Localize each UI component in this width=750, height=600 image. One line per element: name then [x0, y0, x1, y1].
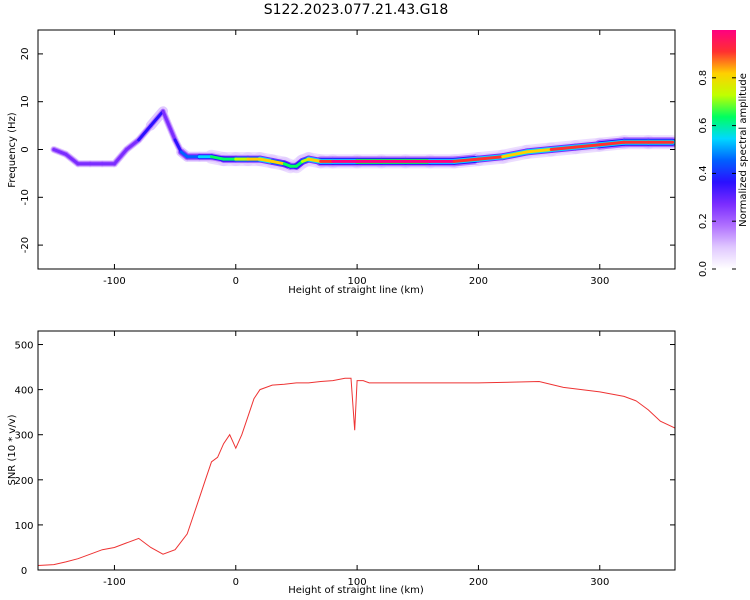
x-tick-label: 100: [348, 577, 367, 588]
ridge-segment: [125, 138, 141, 151]
chart-title: S122.2023.077.21.43.G18: [264, 2, 449, 18]
spectrogram-x-axis-label: Height of straight line (km): [288, 285, 424, 296]
x-tick-label: -100: [103, 276, 126, 287]
y-tick-label: 100: [14, 521, 33, 532]
ridge-segment: [161, 109, 177, 142]
ridge-segment: [137, 124, 153, 142]
y-tick-label: 0: [20, 146, 31, 152]
ridge-segment: [173, 138, 183, 154]
colorbar-tick-label: 0.6: [698, 118, 709, 134]
snr-frame: [37, 330, 676, 571]
x-tick-label: 200: [469, 577, 488, 588]
snr-series-line: [38, 377, 675, 566]
ridge-segment: [525, 148, 553, 154]
colorbar-tick-label: 0.2: [698, 213, 709, 229]
x-tick-label: 100: [348, 276, 367, 287]
spectrogram-y-axis-label: Frequency (Hz): [7, 112, 18, 188]
x-tick-label: 300: [590, 276, 609, 287]
colorbar-tick-label: 0.0: [698, 261, 709, 277]
colorbar-label: Normalized spectral amplitude: [738, 73, 749, 227]
y-tick-label: 200: [14, 476, 33, 487]
ridge-segment: [258, 157, 274, 163]
colorbar: 0.0 0.2 0.4 0.6 0.8 Normalized spectral ampl…: [698, 30, 749, 277]
ridge-segment: [574, 143, 602, 149]
ridge-segment: [307, 157, 323, 163]
colorbar-ticks: 0.0 0.2 0.4 0.6 0.8: [698, 70, 736, 277]
snr-ticks: -100 0 100 200 300 0 100 200 300 400 500: [14, 331, 675, 588]
x-tick-label: 0: [233, 577, 239, 588]
ridge-segment: [270, 159, 286, 166]
x-tick-label: -100: [103, 577, 126, 588]
ridge-segment: [210, 155, 226, 161]
x-tick-label: 0: [233, 276, 239, 287]
y-tick-label: 300: [14, 431, 33, 442]
ridge-segment: [476, 155, 505, 161]
y-tick-label: 20: [20, 48, 31, 61]
ridge-segment: [598, 140, 626, 147]
y-tick-label: -10: [20, 189, 31, 205]
snr-x-axis-label: Height of straight line (km): [288, 585, 424, 596]
snr-panel: -100 0 100 200 300 0 100 200 300 400 500 Height of…: [7, 330, 676, 596]
ridge-segment: [501, 150, 529, 159]
ridge-segment: [549, 145, 577, 151]
ridge-segment: [64, 152, 80, 166]
y-tick-label: 10: [20, 95, 31, 108]
ridge-segment: [149, 109, 165, 128]
y-tick-label: 0: [21, 566, 27, 577]
ridge-segment: [452, 157, 480, 163]
snr-y-axis-label: SNR (10 * v/v): [7, 414, 18, 485]
x-tick-label: 300: [590, 577, 609, 588]
spectrogram-ridge-layer: [50, 106, 675, 174]
y-tick-label: 400: [14, 386, 33, 397]
colorbar-tick-label: 0.4: [698, 165, 709, 181]
y-tick-label: -20: [20, 237, 31, 253]
snr-background: [38, 331, 675, 570]
colorbar-gradient: [712, 30, 736, 269]
colorbar-tick-label: 0.8: [698, 70, 709, 86]
y-tick-label: 500: [14, 341, 33, 352]
ridge-segment: [52, 148, 68, 156]
x-tick-label: 200: [469, 276, 488, 287]
ridge-segment: [112, 148, 129, 166]
